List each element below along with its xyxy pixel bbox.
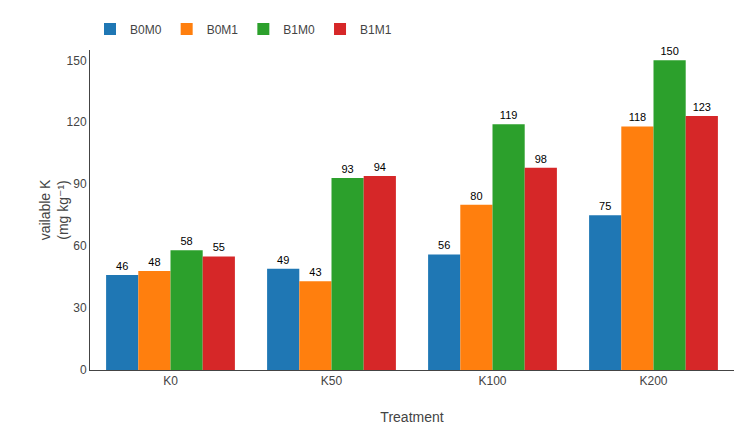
svg-text:119: 119: [500, 109, 518, 121]
svg-text:150: 150: [67, 54, 87, 68]
svg-text:56: 56: [438, 239, 450, 251]
svg-text:118: 118: [629, 111, 647, 123]
svg-text:60: 60: [73, 239, 87, 253]
svg-text:K0: K0: [163, 374, 178, 388]
svg-text:B1M1: B1M1: [360, 23, 392, 37]
svg-text:94: 94: [374, 161, 386, 173]
svg-text:vailable K(mg kg⁻¹): vailable K(mg kg⁻¹): [37, 179, 71, 240]
svg-text:120: 120: [67, 115, 87, 129]
svg-text:B0M0: B0M0: [130, 23, 162, 37]
svg-text:75: 75: [599, 200, 611, 212]
svg-text:B0M1: B0M1: [207, 23, 239, 37]
svg-text:80: 80: [470, 190, 482, 202]
svg-text:0: 0: [80, 363, 87, 377]
svg-text:K200: K200: [639, 374, 667, 388]
svg-text:43: 43: [309, 266, 321, 278]
svg-text:Treatment: Treatment: [380, 409, 443, 425]
svg-text:93: 93: [341, 163, 353, 175]
svg-text:123: 123: [693, 101, 711, 113]
svg-text:55: 55: [213, 241, 225, 253]
svg-text:48: 48: [148, 256, 160, 268]
svg-text:49: 49: [277, 254, 289, 266]
svg-text:46: 46: [116, 260, 128, 272]
svg-text:K100: K100: [478, 374, 506, 388]
svg-text:B1M0: B1M0: [283, 23, 315, 37]
svg-text:90: 90: [73, 177, 87, 191]
svg-text:98: 98: [535, 153, 547, 165]
svg-text:30: 30: [73, 301, 87, 315]
svg-text:K50: K50: [321, 374, 343, 388]
svg-text:150: 150: [660, 45, 678, 57]
svg-text:58: 58: [180, 235, 192, 247]
